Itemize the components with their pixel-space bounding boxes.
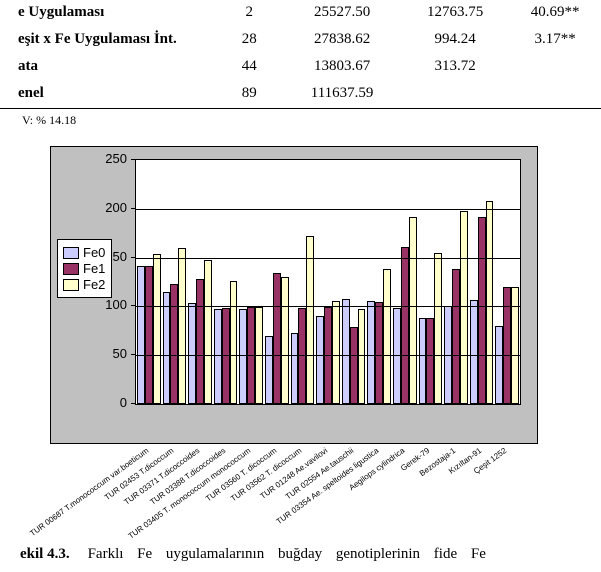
bar: [316, 316, 324, 404]
caption-lead: ekil 4.3.: [20, 546, 88, 563]
x-tick-label: TUR 03371 T.dicoccoides: [196, 446, 201, 453]
y-tick-label: 50: [87, 346, 127, 361]
bar: [273, 273, 281, 404]
y-tick-label: 0: [87, 395, 127, 410]
y-tick-label: 100: [87, 297, 127, 312]
x-tick-label: Bezostaja-1: [452, 446, 457, 453]
bar: [342, 299, 350, 404]
legend-label: Fe1: [83, 261, 105, 276]
x-tick-label: Çeşit 1252: [503, 446, 508, 453]
cv-note: V: % 14.18: [0, 109, 601, 128]
plot-area: [135, 159, 521, 405]
y-tick-label: 200: [87, 200, 127, 215]
legend-item: Fe1: [63, 261, 105, 276]
bar: [188, 303, 196, 405]
bar: [486, 201, 494, 404]
bar: [145, 266, 153, 404]
bar: [401, 247, 409, 404]
bar: [367, 301, 375, 404]
legend: Fe0 Fe1 Fe2: [57, 239, 112, 298]
bar: [452, 269, 460, 404]
bar: [350, 327, 358, 404]
bar: [383, 269, 391, 404]
legend-label: Fe0: [83, 245, 105, 260]
table-row: e Uygulaması225527.5012763.7540.69**: [0, 0, 601, 27]
x-tick-label: Kızıltan-91: [478, 446, 483, 453]
x-tick-label: TUR 02554 Ae.tauschii: [350, 446, 355, 453]
x-tick-label: TUR 01248 Ae.vavilovi: [324, 446, 329, 453]
x-tick-label: TUR 03388 T.dicoccoides: [222, 446, 227, 453]
bar: [265, 336, 273, 404]
y-tick-label: 250: [87, 151, 127, 166]
bar-chart: Fe0 Fe1 Fe2 050100150200250: [50, 146, 538, 444]
bar: [281, 277, 289, 404]
bar: [503, 287, 511, 404]
bar: [230, 281, 238, 404]
bar: [204, 260, 212, 404]
bar: [332, 301, 340, 404]
figure-caption: ekil 4.3. Farklı Fe uygulamalarının buğd…: [0, 536, 601, 563]
x-tick-label: TUR 03405 T. monococcum monococcum: [247, 446, 252, 453]
chart-container: Fe0 Fe1 Fe2 050100150200250 TUR 00687 T.…: [50, 146, 565, 536]
bar: [291, 333, 299, 404]
legend-swatch-fe1: [63, 263, 79, 275]
bars-layer: [136, 160, 520, 404]
bar: [511, 287, 519, 404]
x-tick-label: TUR 03354 Ae. speltoides ligustica: [375, 446, 380, 453]
bar: [470, 300, 478, 404]
x-axis-labels: TUR 00687 T.monococcum var.boeticum TUR 0…: [50, 444, 538, 536]
x-tick-label: TUR 02453 T.dicoccum: [170, 446, 175, 453]
table-row: ata4413803.67313.72: [0, 54, 601, 81]
bar: [239, 309, 247, 404]
bar: [478, 217, 486, 404]
legend-label: Fe2: [83, 277, 105, 292]
bar: [375, 302, 383, 404]
bar: [196, 279, 204, 404]
x-tick-label: Gerek-79: [426, 446, 431, 453]
legend-item: Fe0: [63, 245, 105, 260]
bar: [178, 248, 186, 404]
bar: [434, 253, 442, 404]
bar: [163, 292, 171, 404]
legend-item: Fe2: [63, 277, 105, 292]
bar: [153, 254, 161, 404]
x-tick-label: TUR 03562 T. dicoccum: [298, 446, 303, 453]
x-tick-label: Aegilops cylindrica: [401, 446, 406, 453]
legend-swatch-fe0: [63, 247, 79, 259]
caption-body: Farklı Fe uygulamalarının buğday genotip…: [88, 546, 486, 563]
bar: [426, 318, 434, 404]
x-tick-label: TUR 03560 T. dicoccum: [273, 446, 278, 453]
table-row: enel89111637.59: [0, 81, 601, 109]
legend-swatch-fe2: [63, 279, 79, 291]
bar: [306, 236, 314, 404]
anova-table: e Uygulaması225527.5012763.7540.69**eşit…: [0, 0, 601, 109]
bar: [214, 309, 222, 404]
bar: [495, 326, 503, 404]
bar: [137, 266, 145, 404]
bar: [358, 309, 366, 404]
bar: [419, 318, 427, 404]
table-row: eşit x Fe Uygulaması İnt.2827838.62994.2…: [0, 27, 601, 54]
bar: [409, 217, 417, 404]
x-tick-label: TUR 00687 T.monococcum var.boeticum: [145, 446, 150, 453]
bar: [170, 284, 178, 404]
